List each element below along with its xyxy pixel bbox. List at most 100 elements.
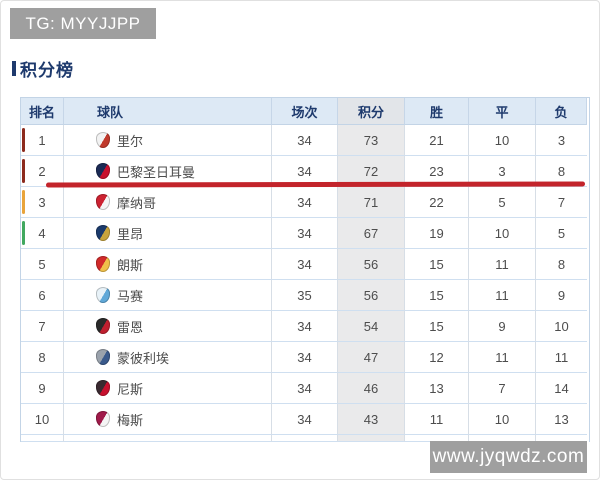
- losses-cell: 13: [536, 404, 587, 435]
- team-name: 梅斯: [117, 412, 144, 428]
- header-rank: 排名: [21, 98, 64, 125]
- rank-cell: 3: [21, 187, 64, 218]
- played-cell: 34: [272, 342, 338, 373]
- wins-cell: 11: [405, 404, 469, 435]
- points-cell: 54: [338, 311, 405, 342]
- table-row: 3 摩纳哥 34 71 22 5 7: [21, 187, 589, 218]
- played-cell: 34: [272, 373, 338, 404]
- team-name: 巴黎圣日耳曼: [117, 164, 196, 180]
- points-cell: 47: [338, 342, 405, 373]
- wins-cell: 15: [405, 311, 469, 342]
- wins-cell: 19: [405, 218, 469, 249]
- table-row: 4 里昂 34 67 19 10 5: [21, 218, 589, 249]
- team-crest-icon: [96, 349, 110, 365]
- played-cell: 35: [272, 280, 338, 311]
- table-row: 7 雷恩 34 54 15 9 10: [21, 311, 589, 342]
- watermark-top-badge: TG: MYYJJPP: [10, 8, 156, 39]
- wins-cell: 12: [405, 342, 469, 373]
- points-cell: 43: [338, 404, 405, 435]
- team-name: 摩纳哥: [117, 195, 157, 211]
- team-name: 里昂: [117, 226, 144, 242]
- losses-cell: 10: [536, 311, 587, 342]
- team-cell: 朗斯: [64, 249, 272, 280]
- watermark-bottom-text: www.jyqwdz.com: [432, 446, 585, 467]
- rank-zone-marker: [22, 221, 25, 245]
- played-cell: 34: [272, 125, 338, 156]
- team-crest-icon: [96, 411, 110, 427]
- table-row: 1 里尔 34 73 21 10 3: [21, 125, 589, 156]
- rank-cell: 1: [21, 125, 64, 156]
- rank-cell: 7: [21, 311, 64, 342]
- team-name: 蒙彼利埃: [117, 350, 170, 366]
- team-name: 尼斯: [117, 381, 144, 397]
- header-losses: 负: [536, 98, 587, 125]
- header-team: 球队: [64, 98, 272, 125]
- table-header-row: 排名 球队 场次 积分 胜 平 负: [21, 98, 589, 125]
- header-wins: 胜: [405, 98, 469, 125]
- points-cell: 71: [338, 187, 405, 218]
- rank-cell: 5: [21, 249, 64, 280]
- rank-cell: 4: [21, 218, 64, 249]
- played-cell: 34: [272, 218, 338, 249]
- draws-cell: 11: [469, 280, 536, 311]
- standings-table: 排名 球队 场次 积分 胜 平 负 1 里尔 34 73 21 10 3 2 巴黎圣日耳曼 34 7…: [20, 97, 590, 442]
- losses-cell: 14: [536, 373, 587, 404]
- team-cell: 雷恩: [64, 311, 272, 342]
- losses-cell: 5: [536, 218, 587, 249]
- watermark-top-text: TG: MYYJJPP: [25, 13, 141, 33]
- wins-cell: 15: [405, 280, 469, 311]
- rank-cell: 8: [21, 342, 64, 373]
- team-crest-icon: [96, 287, 110, 303]
- team-name: 马赛: [117, 288, 144, 304]
- team-cell: 里尔: [64, 125, 272, 156]
- rank-cell: 10: [21, 404, 64, 435]
- draws-cell: 11: [469, 249, 536, 280]
- team-crest-icon: [96, 132, 110, 148]
- draws-cell: 5: [469, 187, 536, 218]
- rank-cell: 9: [21, 373, 64, 404]
- header-played: 场次: [272, 98, 338, 125]
- table-row: 9 尼斯 34 46 13 7 14: [21, 373, 589, 404]
- team-crest-icon: [96, 380, 110, 396]
- header-draws: 平: [469, 98, 536, 125]
- draws-cell: 10: [469, 404, 536, 435]
- points-cell: 56: [338, 280, 405, 311]
- wins-cell: 15: [405, 249, 469, 280]
- draws-cell: 10: [469, 125, 536, 156]
- rank-zone-marker: [22, 190, 25, 214]
- draws-cell: 9: [469, 311, 536, 342]
- rank-zone-marker: [22, 159, 25, 183]
- team-crest-icon: [96, 194, 110, 210]
- team-name: 雷恩: [117, 319, 144, 335]
- losses-cell: 9: [536, 280, 587, 311]
- title-accent-bar: [12, 60, 16, 76]
- points-cell: 67: [338, 218, 405, 249]
- watermark-bottom-badge: www.jyqwdz.com: [430, 441, 587, 473]
- points-cell: 56: [338, 249, 405, 280]
- wins-cell: 13: [405, 373, 469, 404]
- points-cell: 73: [338, 125, 405, 156]
- team-crest-icon: [96, 318, 110, 334]
- draws-cell: 11: [469, 342, 536, 373]
- team-cell: 蒙彼利埃: [64, 342, 272, 373]
- losses-cell: 8: [536, 249, 587, 280]
- table-row: 8 蒙彼利埃 34 47 12 11 11: [21, 342, 589, 373]
- draws-cell: 7: [469, 373, 536, 404]
- played-cell: 34: [272, 404, 338, 435]
- rank-cell: 6: [21, 280, 64, 311]
- team-crest-icon: [96, 163, 110, 179]
- team-cell: 梅斯: [64, 404, 272, 435]
- team-cell: 里昂: [64, 218, 272, 249]
- page-title: 积分榜: [20, 60, 74, 80]
- played-cell: 34: [272, 249, 338, 280]
- table-row: 6 马赛 35 56 15 11 9: [21, 280, 589, 311]
- table-row: 5 朗斯 34 56 15 11 8: [21, 249, 589, 280]
- points-cell: 46: [338, 373, 405, 404]
- header-points: 积分: [338, 98, 405, 125]
- team-crest-icon: [96, 225, 110, 241]
- standings-body: 1 里尔 34 73 21 10 3 2 巴黎圣日耳曼 34 72 23 3 8 3 摩纳哥 34 71 22 5 7 4…: [21, 125, 589, 435]
- team-cell: 摩纳哥: [64, 187, 272, 218]
- losses-cell: 7: [536, 187, 587, 218]
- table-row: 10 梅斯 34 43 11 10 13: [21, 404, 589, 435]
